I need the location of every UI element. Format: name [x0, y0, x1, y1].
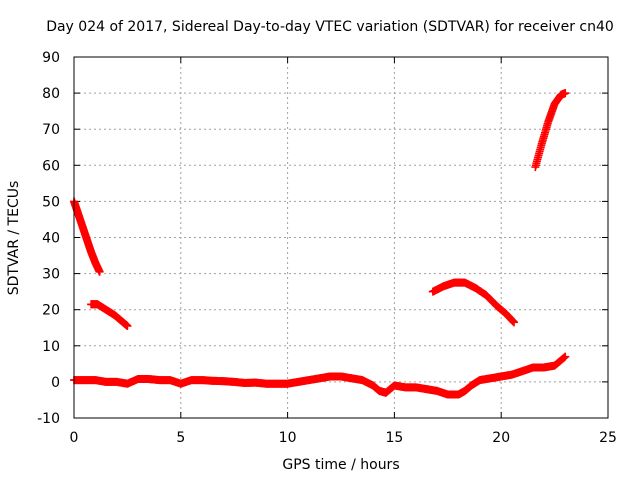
chart-title: Day 024 of 2017, Sidereal Day-to-day VTE…	[46, 19, 614, 35]
series-arc-1	[70, 197, 104, 276]
plot-frame	[73, 56, 609, 419]
y-tick-label: 0	[51, 375, 60, 391]
x-axis-label: GPS time / hours	[282, 457, 400, 473]
data-point	[561, 89, 570, 98]
y-tick-label: 10	[42, 339, 60, 355]
series-arc-3	[428, 278, 519, 327]
data-points	[70, 89, 570, 399]
y-tick-label: 40	[42, 231, 60, 247]
y-tick-label: 20	[42, 303, 60, 319]
data-point	[95, 267, 104, 276]
y-tick-label: 30	[42, 267, 60, 283]
y-axis-label: SDTVAR / TECUs	[6, 180, 22, 296]
y-tick-label: -10	[37, 411, 60, 427]
data-point	[561, 352, 570, 361]
x-tick-label: 5	[176, 430, 185, 446]
y-tick-label: 80	[42, 86, 60, 102]
y-tick-label: 60	[42, 158, 60, 174]
data-point	[123, 321, 132, 330]
grid	[74, 57, 608, 418]
y-tick-label: 70	[42, 122, 60, 138]
series-baseline	[70, 352, 570, 399]
x-tick-label: 15	[385, 430, 403, 446]
y-tick-label: 50	[42, 194, 60, 210]
series-arc-4	[531, 89, 570, 172]
x-tick-label: 25	[599, 430, 617, 446]
x-tick-label: 20	[492, 430, 510, 446]
x-tick-label: 0	[70, 430, 79, 446]
series-arc-2	[87, 300, 132, 330]
data-point	[510, 318, 519, 327]
y-tick-label: 90	[42, 50, 60, 66]
x-tick-label: 10	[279, 430, 297, 446]
